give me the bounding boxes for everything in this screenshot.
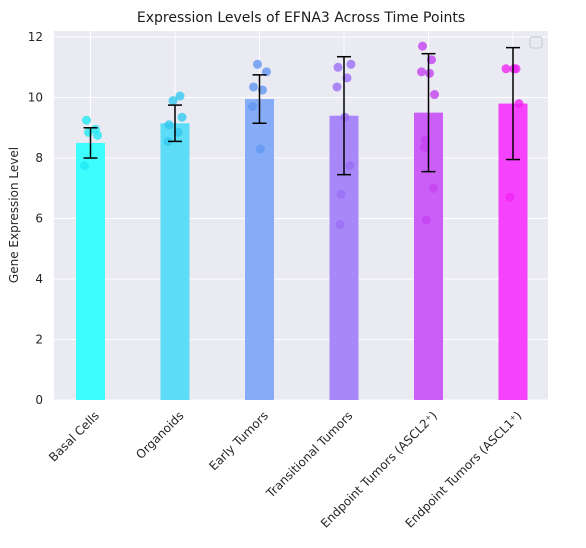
x-tick-label-1: Organoids bbox=[133, 409, 186, 462]
scatter-points bbox=[80, 41, 524, 230]
point-1-1 bbox=[168, 96, 178, 106]
point-5-1 bbox=[501, 64, 511, 74]
x-tick-labels: Basal Cells Organoids Early TumorsTransiti… bbox=[46, 409, 524, 531]
point-4-6 bbox=[420, 142, 429, 152]
y-tick-label-4: 8 bbox=[35, 151, 43, 165]
point-4-8 bbox=[422, 215, 431, 225]
point-2-2 bbox=[249, 82, 258, 92]
point-3-1 bbox=[333, 62, 343, 72]
point-0-0 bbox=[82, 115, 91, 125]
y-tick-label-1: 2 bbox=[35, 333, 43, 347]
point-2-0 bbox=[253, 59, 262, 69]
legend-box bbox=[529, 36, 543, 49]
bars bbox=[76, 99, 528, 401]
point-5-2 bbox=[509, 64, 519, 74]
point-1-2 bbox=[177, 112, 187, 122]
point-0-4 bbox=[80, 161, 89, 171]
bar-2 bbox=[245, 99, 274, 400]
x-tick-label-3: Transitional Tumors bbox=[263, 409, 356, 502]
x-tick-label-2: Early Tumors bbox=[206, 409, 271, 474]
y-tick-label-0: 0 bbox=[35, 393, 43, 407]
point-4-2 bbox=[417, 67, 426, 77]
y-tick-label-5: 10 bbox=[28, 91, 43, 105]
y-tick-label-6: 12 bbox=[28, 30, 43, 44]
point-2-1 bbox=[262, 67, 271, 77]
y-tick-label-3: 6 bbox=[35, 212, 43, 226]
x-tick-label-0: Basal Cells bbox=[46, 409, 102, 465]
point-0-3 bbox=[93, 130, 102, 140]
point-0-2 bbox=[84, 127, 93, 137]
point-4-4 bbox=[430, 90, 439, 100]
y-tick-label-2: 4 bbox=[35, 272, 43, 286]
point-2-5 bbox=[256, 144, 265, 154]
point-3-7 bbox=[335, 220, 345, 230]
point-5-4 bbox=[505, 192, 515, 202]
point-3-4 bbox=[340, 112, 350, 122]
point-3-3 bbox=[332, 82, 342, 92]
point-1-0 bbox=[175, 91, 185, 101]
point-5-3 bbox=[514, 99, 524, 109]
chart-title: Expression Levels of EFNA3 Across Time P… bbox=[137, 10, 465, 26]
point-3-5 bbox=[345, 161, 355, 171]
bar-1 bbox=[160, 123, 190, 400]
point-3-6 bbox=[336, 189, 346, 199]
y-axis-label: Gene Expression Level bbox=[7, 147, 21, 283]
point-4-7 bbox=[429, 183, 438, 193]
bar-0 bbox=[76, 142, 105, 400]
point-3-0 bbox=[346, 59, 356, 69]
y-tick-labels: 0 2 4 6 8 10 12 bbox=[28, 30, 43, 407]
point-1-3 bbox=[164, 120, 174, 130]
point-4-3 bbox=[425, 68, 434, 78]
point-4-0 bbox=[418, 41, 427, 51]
error-bars bbox=[83, 46, 520, 176]
point-2-4 bbox=[248, 102, 257, 112]
plot-background bbox=[54, 31, 548, 400]
